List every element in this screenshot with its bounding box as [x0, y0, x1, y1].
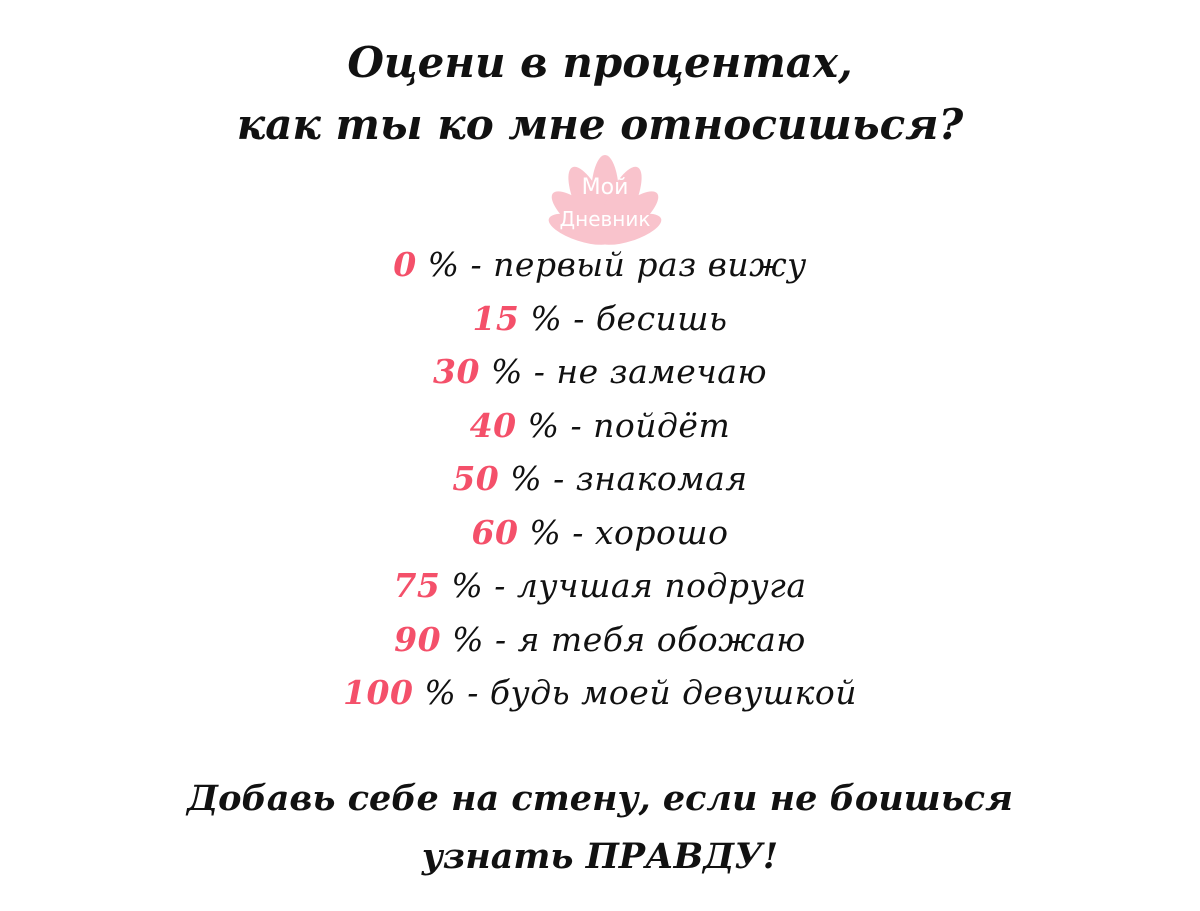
list-item: 60 % - хорошо	[0, 506, 1200, 560]
percent-value: 0	[393, 245, 417, 284]
footer-line-1: Добавь себе на стену, если не боишься	[187, 778, 1013, 819]
percent-value: 15	[472, 298, 520, 338]
percent-value: 100	[343, 673, 414, 712]
list-item: 90 % - я тебя обожаю	[0, 613, 1200, 667]
percent-description: % - знакомая	[510, 459, 748, 498]
title-line-1: Оцени в процентах,	[347, 38, 853, 87]
list-item: 75 % - лучшая подруга	[0, 559, 1200, 613]
percent-description: % - бесишь	[530, 298, 728, 338]
footer-line-2: узнать ПРАВДУ!	[421, 836, 779, 877]
svg-text:Дневник: Дневник	[560, 207, 651, 231]
percent-list: 0 % - первый раз вижу 15 % - бесишь 30 % -…	[0, 238, 1200, 720]
percent-description: % - пойдёт	[527, 405, 731, 445]
percent-value: 50	[452, 459, 500, 498]
list-item: 0 % - первый раз вижу	[0, 238, 1200, 292]
percent-description: % - лучшая подруга	[451, 566, 807, 605]
percent-description: % - хорошо	[529, 512, 729, 552]
watermark-flower-logo: Мой Дневник	[548, 155, 662, 245]
list-item: 40 % - пойдёт	[0, 399, 1200, 453]
list-item: 15 % - бесишь	[0, 292, 1200, 346]
svg-text:Мой: Мой	[582, 175, 629, 200]
percent-value: 30	[433, 352, 480, 391]
list-item: 30 % - не замечаю	[0, 345, 1200, 399]
percent-value: 90	[394, 619, 442, 659]
percent-value: 75	[393, 566, 441, 605]
percent-description: % - я тебя обожаю	[452, 619, 806, 659]
percent-value: 60	[471, 512, 519, 552]
percent-description: % - будь моей девушкой	[424, 673, 857, 712]
percent-value: 40	[469, 405, 517, 445]
title-line-2: как ты ко мне относишься?	[236, 100, 964, 149]
percent-description: % - не замечаю	[490, 352, 767, 391]
list-item: 50 % - знакомая	[0, 452, 1200, 506]
list-item: 100 % - будь моей девушкой	[0, 666, 1200, 720]
percent-description: % - первый раз вижу	[427, 245, 807, 284]
